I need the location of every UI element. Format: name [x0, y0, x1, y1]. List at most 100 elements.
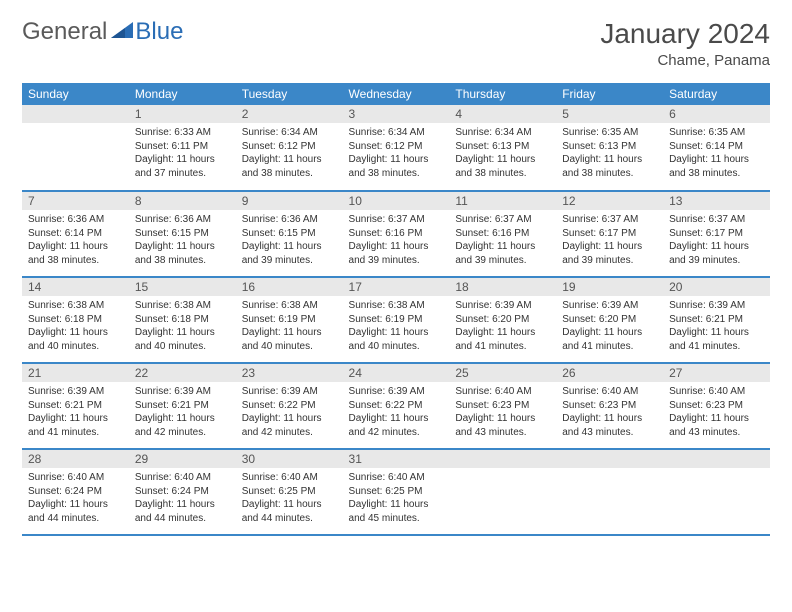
calendar-week-row: 21Sunrise: 6:39 AMSunset: 6:21 PMDayligh…: [22, 363, 770, 449]
day-data-line: Daylight: 11 hours: [349, 240, 444, 254]
day-data: Sunrise: 6:34 AMSunset: 6:12 PMDaylight:…: [343, 123, 450, 184]
day-data-line: and 43 minutes.: [455, 426, 550, 440]
day-data-line: and 40 minutes.: [349, 340, 444, 354]
day-data-line: Sunrise: 6:39 AM: [455, 299, 550, 313]
calendar-table: Sunday Monday Tuesday Wednesday Thursday…: [22, 83, 770, 536]
calendar-day-cell: 1Sunrise: 6:33 AMSunset: 6:11 PMDaylight…: [129, 105, 236, 191]
calendar-day-cell: [22, 105, 129, 191]
day-data-line: and 41 minutes.: [28, 426, 123, 440]
day-data-line: Daylight: 11 hours: [242, 153, 337, 167]
day-data-line: Daylight: 11 hours: [28, 412, 123, 426]
day-number: 28: [22, 450, 129, 468]
day-data-line: and 40 minutes.: [135, 340, 230, 354]
day-data-line: and 38 minutes.: [349, 167, 444, 181]
day-data-line: Sunset: 6:21 PM: [669, 313, 764, 327]
day-data-line: Sunset: 6:25 PM: [242, 485, 337, 499]
day-data-line: Sunset: 6:12 PM: [242, 140, 337, 154]
day-data-line: Sunrise: 6:40 AM: [562, 385, 657, 399]
day-data-line: Sunrise: 6:40 AM: [135, 471, 230, 485]
weekday-header: Wednesday: [343, 83, 450, 105]
day-data-line: Sunrise: 6:38 AM: [135, 299, 230, 313]
day-data: Sunrise: 6:38 AMSunset: 6:19 PMDaylight:…: [236, 296, 343, 357]
calendar-day-cell: 31Sunrise: 6:40 AMSunset: 6:25 PMDayligh…: [343, 449, 450, 535]
day-data: Sunrise: 6:37 AMSunset: 6:16 PMDaylight:…: [449, 210, 556, 271]
calendar-day-cell: 30Sunrise: 6:40 AMSunset: 6:25 PMDayligh…: [236, 449, 343, 535]
day-data-line: and 39 minutes.: [455, 254, 550, 268]
day-data-line: and 42 minutes.: [349, 426, 444, 440]
day-data: Sunrise: 6:35 AMSunset: 6:14 PMDaylight:…: [663, 123, 770, 184]
day-data-line: Daylight: 11 hours: [455, 240, 550, 254]
calendar-day-cell: 11Sunrise: 6:37 AMSunset: 6:16 PMDayligh…: [449, 191, 556, 277]
day-data: Sunrise: 6:39 AMSunset: 6:21 PMDaylight:…: [22, 382, 129, 443]
weekday-header-row: Sunday Monday Tuesday Wednesday Thursday…: [22, 83, 770, 105]
day-data-line: and 44 minutes.: [28, 512, 123, 526]
day-data-line: Sunset: 6:13 PM: [455, 140, 550, 154]
calendar-day-cell: 29Sunrise: 6:40 AMSunset: 6:24 PMDayligh…: [129, 449, 236, 535]
day-data-line: Daylight: 11 hours: [349, 153, 444, 167]
day-data-line: and 41 minutes.: [669, 340, 764, 354]
day-data-line: Sunrise: 6:37 AM: [562, 213, 657, 227]
day-number: 20: [663, 278, 770, 296]
day-data-line: Sunset: 6:23 PM: [562, 399, 657, 413]
logo: General Blue: [22, 18, 183, 46]
day-data-line: Sunrise: 6:34 AM: [242, 126, 337, 140]
day-number: 14: [22, 278, 129, 296]
day-number: 13: [663, 192, 770, 210]
day-data-line: Sunrise: 6:39 AM: [135, 385, 230, 399]
day-data: Sunrise: 6:40 AMSunset: 6:23 PMDaylight:…: [449, 382, 556, 443]
day-number: 22: [129, 364, 236, 382]
day-data: Sunrise: 6:36 AMSunset: 6:15 PMDaylight:…: [129, 210, 236, 271]
calendar-day-cell: 19Sunrise: 6:39 AMSunset: 6:20 PMDayligh…: [556, 277, 663, 363]
day-data-line: Daylight: 11 hours: [562, 412, 657, 426]
day-data-line: Sunrise: 6:39 AM: [28, 385, 123, 399]
day-number: 3: [343, 105, 450, 123]
day-data-line: Sunrise: 6:37 AM: [455, 213, 550, 227]
calendar-day-cell: 18Sunrise: 6:39 AMSunset: 6:20 PMDayligh…: [449, 277, 556, 363]
calendar-day-cell: 20Sunrise: 6:39 AMSunset: 6:21 PMDayligh…: [663, 277, 770, 363]
day-data-line: Sunrise: 6:40 AM: [242, 471, 337, 485]
day-data: Sunrise: 6:36 AMSunset: 6:15 PMDaylight:…: [236, 210, 343, 271]
day-data-line: and 41 minutes.: [562, 340, 657, 354]
calendar-day-cell: 3Sunrise: 6:34 AMSunset: 6:12 PMDaylight…: [343, 105, 450, 191]
day-number: 4: [449, 105, 556, 123]
day-data-line: Sunset: 6:14 PM: [28, 227, 123, 241]
calendar-day-cell: 6Sunrise: 6:35 AMSunset: 6:14 PMDaylight…: [663, 105, 770, 191]
day-data-line: Sunrise: 6:37 AM: [349, 213, 444, 227]
day-number: [22, 105, 129, 123]
day-data-line: Sunrise: 6:34 AM: [455, 126, 550, 140]
day-data-line: Sunset: 6:25 PM: [349, 485, 444, 499]
day-data-line: Daylight: 11 hours: [562, 240, 657, 254]
day-data-line: Sunrise: 6:36 AM: [135, 213, 230, 227]
day-data: Sunrise: 6:39 AMSunset: 6:20 PMDaylight:…: [556, 296, 663, 357]
weekday-header: Sunday: [22, 83, 129, 105]
day-number: 19: [556, 278, 663, 296]
day-data-line: Sunset: 6:19 PM: [349, 313, 444, 327]
day-number: 31: [343, 450, 450, 468]
day-data: Sunrise: 6:39 AMSunset: 6:21 PMDaylight:…: [663, 296, 770, 357]
day-data-line: and 39 minutes.: [669, 254, 764, 268]
day-data-line: Sunset: 6:14 PM: [669, 140, 764, 154]
day-data-line: and 40 minutes.: [28, 340, 123, 354]
day-number: 2: [236, 105, 343, 123]
calendar-day-cell: 8Sunrise: 6:36 AMSunset: 6:15 PMDaylight…: [129, 191, 236, 277]
day-data-line: Daylight: 11 hours: [349, 498, 444, 512]
day-data: Sunrise: 6:39 AMSunset: 6:21 PMDaylight:…: [129, 382, 236, 443]
calendar-day-cell: 28Sunrise: 6:40 AMSunset: 6:24 PMDayligh…: [22, 449, 129, 535]
day-data-line: Sunset: 6:12 PM: [349, 140, 444, 154]
calendar-day-cell: 27Sunrise: 6:40 AMSunset: 6:23 PMDayligh…: [663, 363, 770, 449]
calendar-day-cell: 10Sunrise: 6:37 AMSunset: 6:16 PMDayligh…: [343, 191, 450, 277]
day-data-line: Daylight: 11 hours: [242, 498, 337, 512]
day-number: 29: [129, 450, 236, 468]
day-data-line: and 38 minutes.: [669, 167, 764, 181]
day-data-line: and 44 minutes.: [135, 512, 230, 526]
day-data-line: Sunrise: 6:34 AM: [349, 126, 444, 140]
calendar-day-cell: 12Sunrise: 6:37 AMSunset: 6:17 PMDayligh…: [556, 191, 663, 277]
logo-text-general: General: [22, 18, 107, 46]
day-number: 7: [22, 192, 129, 210]
day-data-line: Daylight: 11 hours: [562, 153, 657, 167]
day-number: 27: [663, 364, 770, 382]
calendar-day-cell: 4Sunrise: 6:34 AMSunset: 6:13 PMDaylight…: [449, 105, 556, 191]
day-data: Sunrise: 6:38 AMSunset: 6:18 PMDaylight:…: [22, 296, 129, 357]
day-number: 6: [663, 105, 770, 123]
day-data-line: Sunset: 6:18 PM: [135, 313, 230, 327]
